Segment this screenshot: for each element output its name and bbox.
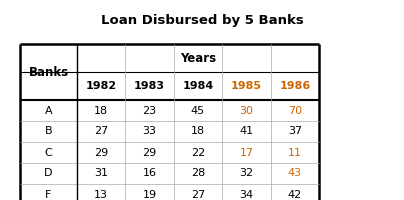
Text: 1984: 1984 [182, 81, 214, 91]
Text: 34: 34 [240, 190, 253, 200]
Text: Loan Disbursed by 5 Banks: Loan Disbursed by 5 Banks [101, 14, 303, 27]
Text: 27: 27 [94, 127, 108, 136]
Text: 1986: 1986 [279, 81, 311, 91]
Text: 16: 16 [143, 168, 156, 178]
Text: D: D [44, 168, 53, 178]
Text: 70: 70 [288, 106, 302, 116]
Text: 1982: 1982 [85, 81, 117, 91]
Text: 27: 27 [191, 190, 205, 200]
Text: 23: 23 [143, 106, 156, 116]
Text: 22: 22 [191, 148, 205, 158]
Text: 18: 18 [191, 127, 205, 136]
Text: 17: 17 [240, 148, 253, 158]
Text: 18: 18 [94, 106, 108, 116]
Text: 19: 19 [143, 190, 156, 200]
Text: 13: 13 [94, 190, 108, 200]
Text: 43: 43 [288, 168, 302, 178]
Text: 31: 31 [94, 168, 108, 178]
Text: 37: 37 [288, 127, 302, 136]
Text: A: A [45, 106, 52, 116]
Text: 11: 11 [288, 148, 302, 158]
Text: 28: 28 [191, 168, 205, 178]
Text: Banks: Banks [28, 66, 69, 78]
Text: 41: 41 [240, 127, 253, 136]
Text: 1983: 1983 [134, 81, 165, 91]
Text: 29: 29 [142, 148, 157, 158]
Text: 30: 30 [240, 106, 253, 116]
Text: F: F [45, 190, 52, 200]
Text: 42: 42 [288, 190, 302, 200]
Text: C: C [44, 148, 53, 158]
Text: 33: 33 [143, 127, 156, 136]
Text: Years: Years [180, 51, 216, 64]
Text: B: B [45, 127, 52, 136]
Text: 32: 32 [240, 168, 253, 178]
Text: 29: 29 [94, 148, 108, 158]
Text: 45: 45 [191, 106, 205, 116]
Text: 1985: 1985 [231, 81, 262, 91]
